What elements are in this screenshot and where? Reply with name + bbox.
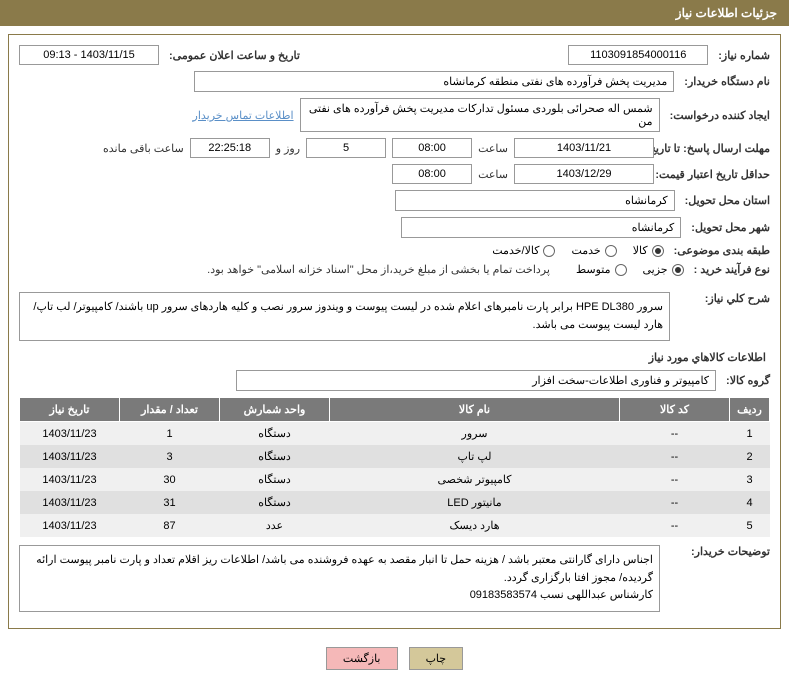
radio-partial[interactable] (672, 264, 684, 276)
table-cell: -- (620, 422, 730, 446)
radio-goods-service[interactable] (543, 245, 555, 257)
purchase-note: پرداخت تمام یا بخشی از مبلغ خرید،از محل … (207, 263, 550, 276)
group-label: گروه کالا: (722, 374, 770, 387)
th-name: نام کالا (330, 398, 620, 422)
table-cell: 2 (730, 445, 770, 468)
table-cell: هارد دیسک (330, 514, 620, 537)
table-cell: 1403/11/23 (20, 491, 120, 514)
table-cell: 1 (730, 422, 770, 446)
items-table: ردیف کد کالا نام کالا واحد شمارش تعداد /… (19, 397, 770, 537)
radio-goods-label: کالا (633, 244, 648, 257)
buyer-notes-box: اجناس دارای گارانتی معتبر باشد / هزینه ح… (19, 545, 660, 612)
table-cell: 5 (730, 514, 770, 537)
table-cell: 1403/11/23 (20, 468, 120, 491)
requester-label: ایجاد کننده درخواست: (666, 109, 770, 122)
th-qty: تعداد / مقدار (120, 398, 220, 422)
category-label: طبقه بندی موضوعی: (670, 244, 770, 257)
requester-field: شمس اله صحرائی بلوردی مسئول تدارکات مدیر… (300, 98, 660, 132)
need-no-label: شماره نیاز: (714, 49, 770, 62)
table-cell: دستگاه (220, 422, 330, 446)
table-cell: سرور (330, 422, 620, 446)
print-button[interactable]: چاپ (409, 647, 464, 670)
table-cell: -- (620, 468, 730, 491)
table-cell: -- (620, 514, 730, 537)
table-row: 5--هارد دیسکعدد871403/11/23 (20, 514, 770, 537)
validity-date-field: 1403/12/29 (514, 164, 654, 184)
table-cell: 4 (730, 491, 770, 514)
table-cell: کامپیوتر شخصی (330, 468, 620, 491)
table-cell: دستگاه (220, 491, 330, 514)
radio-medium[interactable] (615, 264, 627, 276)
table-cell: لپ تاپ (330, 445, 620, 468)
th-row: ردیف (730, 398, 770, 422)
table-cell: 1403/11/23 (20, 422, 120, 446)
need-no-field: 1103091854000116 (568, 45, 708, 65)
th-unit: واحد شمارش (220, 398, 330, 422)
contact-link[interactable]: اطلاعات تماس خریدار (193, 109, 294, 122)
th-code: کد کالا (620, 398, 730, 422)
remaining-label: ساعت باقی مانده (103, 142, 184, 155)
table-row: 4--مانیتور LEDدستگاه311403/11/23 (20, 491, 770, 514)
validity-time-field: 08:00 (392, 164, 472, 184)
table-cell: دستگاه (220, 468, 330, 491)
table-cell: 3 (730, 468, 770, 491)
desc-box: سرور HPE DL380 برابر پارت نامبرهای اعلام… (19, 292, 670, 341)
radio-goods-service-label: کالا/خدمت (492, 244, 539, 257)
countdown-field: 22:25:18 (190, 138, 270, 158)
page-title: جزئیات اطلاعات نیاز (676, 6, 777, 20)
table-cell: 30 (120, 468, 220, 491)
radio-partial-label: جزیی (643, 263, 668, 276)
announce-field: 1403/11/15 - 09:13 (19, 45, 159, 65)
province-label: استان محل تحویل: (681, 194, 770, 207)
time-label-1: ساعت (478, 142, 508, 155)
table-cell: مانیتور LED (330, 491, 620, 514)
table-row: 1--سروردستگاه11403/11/23 (20, 422, 770, 446)
group-field: کامپیوتر و فناوری اطلاعات-سخت افزار (236, 370, 716, 391)
main-content: شماره نیاز: 1103091854000116 تاریخ و ساع… (8, 34, 781, 629)
table-cell: دستگاه (220, 445, 330, 468)
table-cell: 87 (120, 514, 220, 537)
category-radio-group: کالا خدمت کالا/خدمت (492, 244, 663, 257)
deadline-label: مهلت ارسال پاسخ: تا تاریخ: (660, 142, 770, 155)
table-cell: عدد (220, 514, 330, 537)
table-cell: 31 (120, 491, 220, 514)
deadline-date-field: 1403/11/21 (514, 138, 654, 158)
purchase-type-label: نوع فرآیند خرید : (690, 263, 770, 276)
time-label-2: ساعت (478, 168, 508, 181)
purchase-type-radio-group: جزیی متوسط (576, 263, 684, 276)
city-field: کرمانشاه (401, 217, 681, 238)
days-field: 5 (306, 138, 386, 158)
th-date: تاریخ نیاز (20, 398, 120, 422)
city-label: شهر محل تحویل: (687, 221, 770, 234)
days-and-label: روز و (276, 142, 300, 155)
buyer-org-field: مدیریت پخش فرآورده های نفتی منطقه کرمانش… (194, 71, 674, 92)
radio-service-label: خدمت (571, 244, 600, 257)
button-row: چاپ بازگشت (0, 637, 789, 680)
radio-goods[interactable] (652, 245, 664, 257)
table-cell: 1403/11/23 (20, 445, 120, 468)
buyer-org-label: نام دستگاه خریدار: (680, 75, 770, 88)
table-row: 3--کامپیوتر شخصیدستگاه301403/11/23 (20, 468, 770, 491)
table-cell: 1 (120, 422, 220, 446)
back-button[interactable]: بازگشت (326, 647, 398, 670)
table-cell: -- (620, 491, 730, 514)
radio-service[interactable] (605, 245, 617, 257)
province-field: کرمانشاه (395, 190, 675, 211)
desc-label: شرح کلي نیاز: (680, 292, 770, 305)
radio-medium-label: متوسط (576, 263, 611, 276)
items-section-title: اطلاعات کالاهاي مورد نیاز (19, 351, 770, 364)
validity-label: حداقل تاریخ اعتبار قیمت: تا تاریخ: (660, 168, 770, 181)
page-header: جزئیات اطلاعات نیاز (0, 0, 789, 26)
table-cell: 3 (120, 445, 220, 468)
table-row: 2--لپ تاپدستگاه31403/11/23 (20, 445, 770, 468)
buyer-notes-label: توضیحات خریدار: (670, 545, 770, 558)
table-cell: -- (620, 445, 730, 468)
deadline-time-field: 08:00 (392, 138, 472, 158)
announce-label: تاریخ و ساعت اعلان عمومی: (165, 49, 300, 62)
table-cell: 1403/11/23 (20, 514, 120, 537)
